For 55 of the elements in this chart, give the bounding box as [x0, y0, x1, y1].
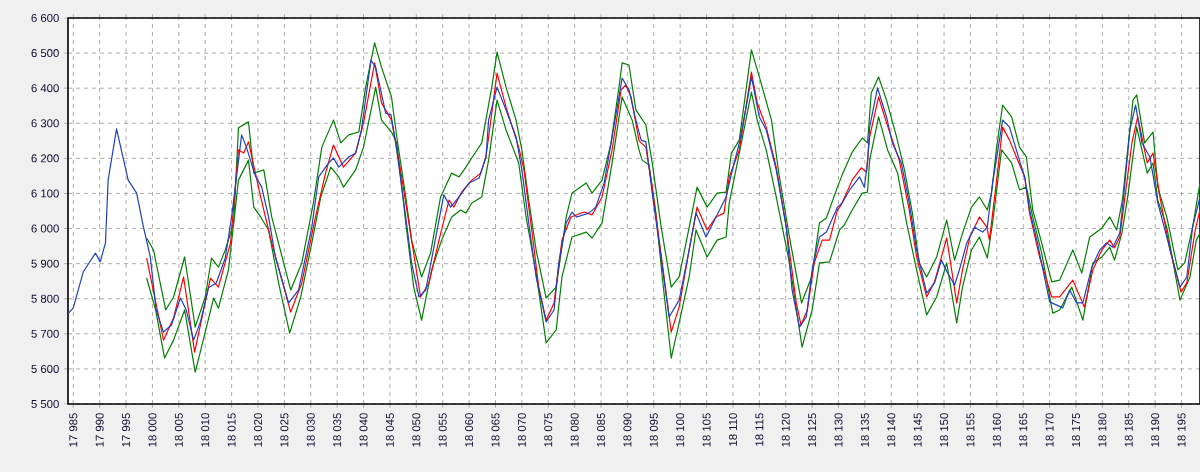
x-tick-label: 18 135: [860, 413, 869, 447]
x-tick-label: 18 140: [887, 413, 896, 447]
x-tick-label: 18 175: [1071, 413, 1080, 447]
y-tick-label: 6 500: [31, 49, 59, 58]
y-tick-label: 5 900: [31, 259, 59, 268]
x-tick-label: 18 155: [966, 413, 975, 447]
x-tick-label: 18 075: [544, 413, 553, 447]
x-tick-label: 18 115: [755, 413, 764, 446]
x-tick-label: 18 195: [1177, 413, 1186, 447]
x-tick-label: 18 065: [491, 413, 500, 447]
x-tick-label: 18 180: [1098, 413, 1107, 447]
y-tick-label: 6 600: [31, 14, 59, 23]
x-tick-label: 18 055: [438, 413, 447, 447]
x-tick-label: 18 030: [306, 413, 315, 447]
x-tick-label: 18 110: [728, 413, 737, 446]
x-tick-label: 18 185: [1124, 413, 1133, 447]
y-tick-label: 6 300: [31, 119, 59, 128]
x-tick-label: 18 100: [676, 413, 685, 447]
y-tick-label: 5 500: [31, 400, 59, 409]
y-tick-label: 6 000: [31, 224, 59, 233]
x-tick-label: 18 150: [940, 413, 949, 447]
x-tick-label: 18 145: [913, 413, 922, 447]
y-tick-label: 5 700: [31, 329, 59, 338]
y-tick-label: 6 200: [31, 154, 59, 163]
x-tick-label: 17 985: [69, 413, 78, 447]
y-tick-label: 5 800: [31, 294, 59, 303]
x-tick-label: 18 095: [649, 413, 658, 447]
x-tick-label: 18 020: [253, 413, 262, 447]
x-tick-label: 17 995: [122, 413, 131, 447]
x-tick-label: 18 045: [385, 413, 394, 447]
x-tick-label: 18 025: [280, 413, 289, 447]
y-tick-label: 5 600: [31, 364, 59, 373]
x-tick-label: 18 050: [412, 413, 421, 447]
x-tick-label: 18 015: [227, 413, 236, 447]
y-tick-label: 6 400: [31, 84, 59, 93]
x-tick-label: 18 035: [333, 413, 342, 447]
y-tick-label: 6 100: [31, 189, 59, 198]
x-tick-label: 18 160: [992, 413, 1001, 447]
x-tick-label: 18 010: [201, 413, 210, 447]
x-tick-label: 18 130: [834, 413, 843, 447]
x-tick-label: 18 125: [808, 413, 817, 447]
x-tick-label: 17 990: [95, 413, 104, 447]
x-tick-label: 18 120: [781, 413, 790, 447]
x-tick-label: 18 105: [702, 413, 711, 447]
x-tick-label: 18 080: [570, 413, 579, 447]
x-tick-label: 18 000: [148, 413, 157, 447]
x-tick-label: 18 040: [359, 413, 368, 447]
x-tick-label: 18 060: [465, 413, 474, 447]
x-tick-label: 18 165: [1019, 413, 1028, 447]
x-tick-label: 18 190: [1151, 413, 1160, 447]
x-tick-label: 18 170: [1045, 413, 1054, 447]
x-tick-label: 18 070: [517, 413, 526, 447]
x-tick-label: 18 085: [597, 413, 606, 447]
x-tick-label: 18 090: [623, 413, 632, 447]
x-tick-label: 18 005: [174, 413, 183, 447]
